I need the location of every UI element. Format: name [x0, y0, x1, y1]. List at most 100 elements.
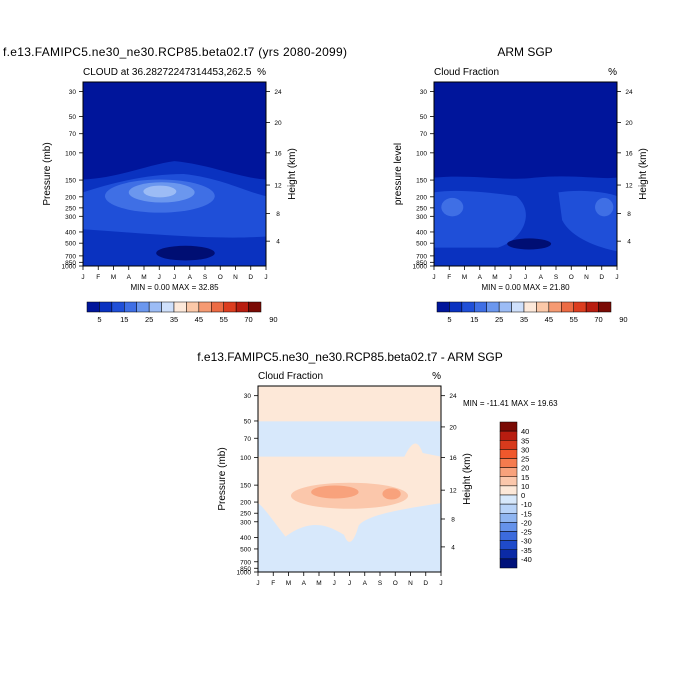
pressure-tick-label: 700 [65, 253, 76, 260]
colorbar-box [498, 301, 512, 313]
pressure-tick-label: 1000 [62, 264, 77, 271]
left-label: CLOUD at 36.28272247314453,262.5 [83, 67, 252, 78]
panel-2: ARM SGP Cloud Fraction % 30 50 70 100 150 200 250… [393, 45, 649, 324]
contour-minimum [507, 238, 552, 250]
colorbar-box [211, 301, 224, 313]
month-tick-label: J [509, 274, 512, 281]
month-tick-label: J [158, 274, 161, 281]
height-tick-label: 8 [276, 211, 280, 218]
colorbar-box [461, 301, 475, 313]
colorbar-label: 5 [447, 315, 451, 324]
colorbar-box [499, 494, 518, 505]
height-tick-label: 4 [276, 239, 280, 246]
colorbar-label: 15 [521, 473, 529, 482]
colorbar-box [198, 301, 212, 313]
month-tick-label: M [286, 580, 291, 587]
colorbar-box [548, 301, 562, 313]
pressure-tick-label: 150 [65, 178, 76, 185]
colorbar-box [173, 301, 187, 313]
month-tick-label: D [423, 580, 428, 587]
colorbar-box [223, 301, 237, 313]
colorbar-label: -35 [521, 546, 532, 555]
height-tick-label: 16 [449, 455, 457, 462]
pressure-tick-label: 400 [240, 535, 251, 542]
height-tick-label: 8 [627, 211, 631, 218]
height-tick-label: 12 [625, 183, 633, 190]
month-tick-label: D [599, 274, 604, 281]
colorbar-label: 0 [521, 491, 525, 500]
month-tick-label: S [378, 580, 383, 587]
colorbar-label: 15 [120, 315, 128, 324]
pressure-tick-label: 100 [240, 455, 251, 462]
contour-level-3b [595, 197, 614, 217]
month-tick-label: M [111, 274, 116, 281]
pressure-tick-label: 150 [416, 178, 427, 185]
colorbar-label: -30 [521, 537, 532, 546]
colorbar-box [474, 301, 487, 313]
colorbar-box [136, 301, 150, 313]
colorbar-box [499, 476, 518, 487]
colorbar-box [536, 301, 550, 313]
pressure-tick-label: 700 [416, 253, 427, 260]
month-tick-label: M [462, 274, 467, 281]
height-tick-label: 4 [451, 544, 455, 551]
colorbar-label: 35 [521, 436, 529, 445]
colorbar-box [124, 301, 137, 313]
contour-field [258, 386, 441, 572]
pressure-tick-label: 100 [416, 150, 427, 157]
pressure-tick-label: 850 [65, 260, 76, 267]
pressure-tick-label: 30 [420, 89, 428, 96]
colorbar-label: 30 [521, 445, 529, 454]
colorbar: 5 15 25 35 45 55 70 90 [436, 301, 628, 324]
pressure-tick-label: 850 [416, 260, 427, 267]
height-tick-label: 12 [274, 183, 282, 190]
colorbar-box [499, 467, 518, 477]
pressure-tick-label: 200 [416, 194, 427, 201]
y-axis-label-right: Height (km) [287, 148, 298, 200]
pressure-tick-label: 500 [416, 241, 427, 248]
colorbar-label: 45 [195, 315, 203, 324]
colorbar-label: 20 [521, 464, 529, 473]
month-tick-label: A [127, 274, 132, 281]
pressure-tick-label: 300 [65, 214, 76, 221]
pressure-tick-label: 70 [420, 131, 428, 138]
right-label: % [257, 67, 266, 78]
month-tick-label: J [348, 580, 351, 587]
pressure-tick-label: 70 [244, 436, 252, 443]
height-tick-label: 24 [449, 393, 457, 400]
pressure-tick-label: 150 [240, 483, 251, 490]
pressure-tick-label: 50 [244, 418, 252, 425]
colorbar-box [499, 421, 518, 432]
month-tick-label: J [333, 580, 336, 587]
y-axis-label-right: Height (km) [462, 453, 473, 505]
y-axis-label: pressure level [393, 143, 404, 205]
colorbar-box [585, 301, 599, 313]
colorbar-box [499, 531, 518, 541]
contour-level-15b [382, 488, 401, 500]
month-tick-label: J [432, 274, 435, 281]
month-tick-label: J [256, 580, 259, 587]
height-tick-label: 20 [274, 120, 282, 127]
month-tick-label: O [218, 274, 223, 281]
contour-field [83, 82, 266, 266]
colorbar-label: 35 [170, 315, 178, 324]
colorbar-box [523, 301, 537, 313]
colorbar-label: 25 [521, 455, 529, 464]
colorbar-box [436, 301, 450, 313]
min-max-text: MIN = -11.41 MAX = 19.63 [463, 399, 558, 408]
panel-title: f.e13.FAMIPC5.ne30_ne30.RCP85.beta02.t7 … [3, 45, 347, 59]
colorbar-label: 70 [244, 315, 252, 324]
y-axis-label: Pressure (mb) [217, 447, 228, 510]
month-tick-label: N [233, 274, 238, 281]
month-tick-label: S [203, 274, 208, 281]
panel-3: f.e13.FAMIPC5.ne30_ne30.RCP85.beta02.t7 … [197, 350, 558, 587]
month-tick-label: J [81, 274, 84, 281]
colorbar-box [99, 301, 113, 313]
colorbar-box [598, 301, 612, 313]
min-max-text: MIN = 0.00 MAX = 32.85 [130, 283, 219, 292]
colorbar-box [86, 301, 100, 313]
colorbar-box [499, 503, 518, 514]
colorbar-label: 70 [594, 315, 602, 324]
height-tick-label: 12 [449, 488, 457, 495]
colorbar-box [499, 449, 518, 459]
